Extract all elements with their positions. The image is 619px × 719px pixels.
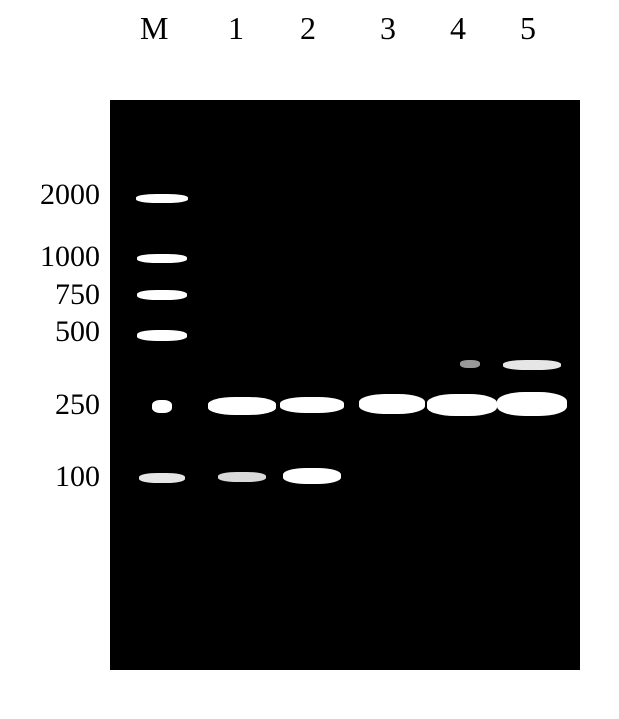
band-lane-M-5	[139, 473, 185, 483]
lane-label-1: 1	[228, 10, 244, 47]
lane-label-4: 4	[450, 10, 466, 47]
band-lane-M-0	[136, 194, 188, 203]
band-lane-M-1	[137, 254, 187, 263]
lane-label-3: 3	[380, 10, 396, 47]
marker-label-250: 250	[55, 388, 100, 422]
band-lane-1-7	[218, 472, 266, 482]
gel-image	[110, 100, 580, 670]
band-lane-5-13	[503, 360, 561, 370]
band-lane-M-4	[152, 400, 172, 413]
band-lane-M-3	[137, 330, 187, 341]
marker-label-500: 500	[55, 315, 100, 349]
band-lane-4-12	[460, 360, 480, 368]
band-lane-4-11	[427, 394, 497, 416]
marker-label-1000: 1000	[40, 240, 100, 274]
lane-label-2: 2	[300, 10, 316, 47]
band-lane-3-10	[359, 394, 425, 414]
band-lane-2-8	[280, 397, 344, 413]
band-lane-5-14	[497, 392, 567, 416]
marker-labels-column: 2000 1000 750500 250 100	[0, 100, 110, 670]
band-lane-1-6	[208, 397, 276, 415]
marker-label-2000: 2000	[40, 178, 100, 212]
lane-label-5: 5	[520, 10, 536, 47]
marker-label-100: 100	[55, 460, 100, 494]
band-lane-2-9	[283, 468, 341, 484]
band-lane-M-2	[137, 290, 187, 300]
lane-label-M: M	[140, 10, 168, 47]
marker-label-750: 750	[55, 278, 100, 312]
